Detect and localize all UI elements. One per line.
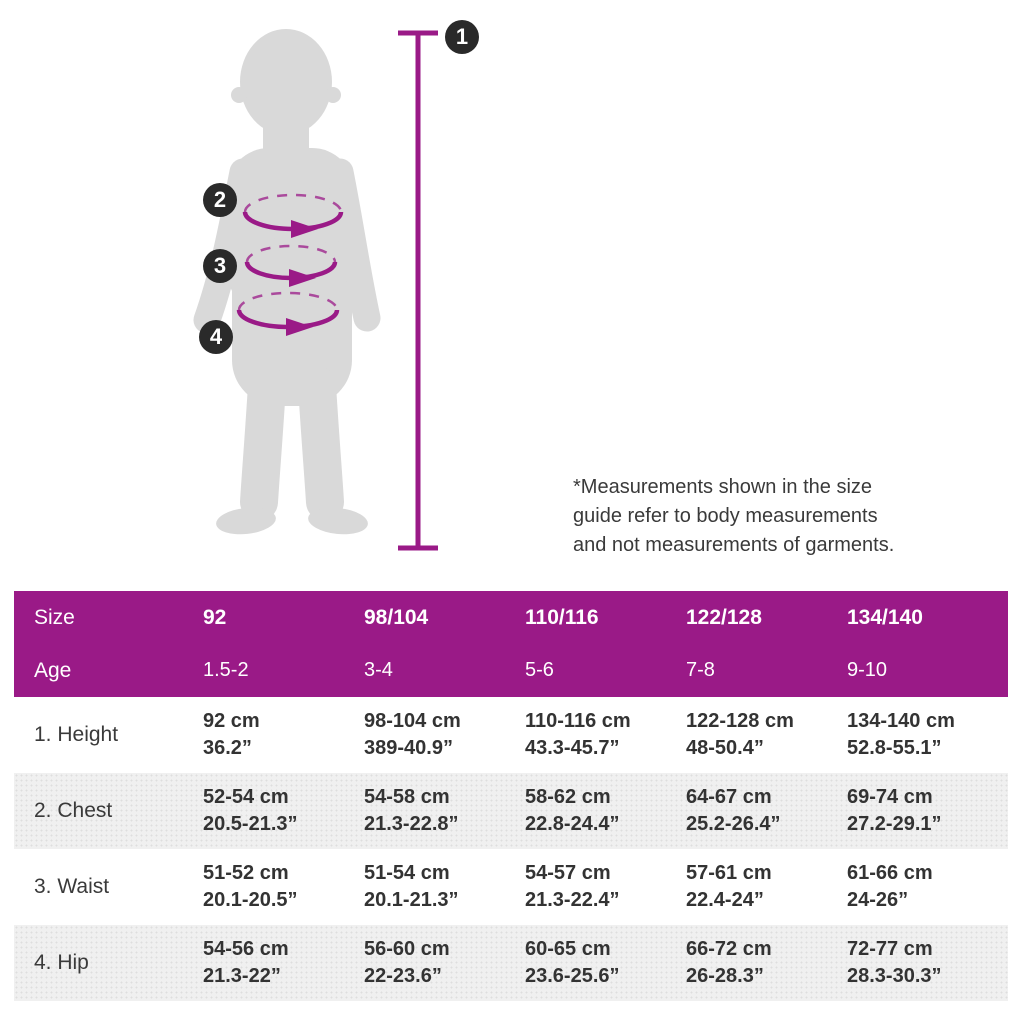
table-cell: 66-72 cm 26-28.3”: [686, 938, 772, 987]
table-cell: 51-54 cm 20.1-21.3”: [364, 862, 459, 911]
size-table: Size 92 98/104 110/116 122/128 134/140 A…: [14, 591, 1008, 1001]
table-cell: 52-54 cm 20.5-21.3”: [203, 786, 298, 835]
row-label: 1. Height: [34, 723, 119, 746]
table-cell: 122-128 cm 48-50.4”: [686, 710, 794, 759]
table-row-waist: 3. Waist 51-52 cm 20.1-20.5” 51-54 cm 20.1…: [14, 849, 1008, 925]
measurement-figure: [193, 29, 438, 551]
table-cell: 134-140 cm 52.8-55.1”: [847, 710, 955, 759]
table-cell: 110-116 cm 43.3-45.7”: [525, 710, 631, 759]
row-label: 2. Chest: [34, 799, 113, 822]
age-col-value: 3-4: [364, 659, 393, 681]
size-row-label: Size: [34, 605, 75, 629]
table-row-chest: 2. Chest 52-54 cm 20.5-21.3” 54-58 cm 21.3…: [14, 773, 1008, 849]
hip-girth-ellipse: [236, 291, 340, 336]
table-cell: 60-65 cm 23.6-25.6”: [525, 938, 620, 987]
table-cell: 58-62 cm 22.8-24.4”: [525, 786, 620, 835]
table-row-height: 1. Height 92 cm 36.2” 98-104 cm 389-40.9” …: [14, 697, 1008, 773]
table-header: Size 92 98/104 110/116 122/128 134/140 A…: [14, 591, 1008, 697]
marker-badge-waist: 3: [203, 249, 237, 283]
table-cell: 98-104 cm 389-40.9”: [364, 710, 461, 759]
table-cell: 72-77 cm 28.3-30.3”: [847, 938, 942, 987]
size-col-value: 110/116: [525, 605, 599, 629]
marker-badge-hip: 4: [199, 320, 233, 354]
table-row-hip: 4. Hip 54-56 cm 21.3-22” 56-60 cm 22-23.6”…: [14, 925, 1008, 1001]
waist-girth-ellipse: [244, 244, 338, 287]
age-col-value: 7-8: [686, 659, 715, 681]
height-measure-line: [398, 30, 438, 551]
table-cell: 69-74 cm 27.2-29.1”: [847, 786, 942, 835]
size-col-value: 98/104: [364, 605, 429, 629]
disclaimer-line: *Measurements shown in the size: [573, 476, 873, 498]
disclaimer-line: guide refer to body measurements: [573, 505, 878, 527]
table-cell: 54-58 cm 21.3-22.8”: [364, 786, 459, 835]
table-cell: 92 cm 36.2”: [203, 710, 260, 759]
marker-badge-height: 1: [445, 20, 479, 54]
table-cell: 64-67 cm 25.2-26.4”: [686, 786, 781, 835]
row-label: 4. Hip: [34, 951, 89, 974]
table-cell: 54-56 cm 21.3-22”: [203, 938, 289, 987]
table-cell: 57-61 cm 22.4-24”: [686, 862, 772, 911]
child-silhouette: [193, 29, 381, 535]
chest-girth-ellipse: [242, 193, 344, 238]
disclaimer-line: and not measurements of garments.: [573, 534, 895, 556]
disclaimer-note: *Measurements shown in the size guide re…: [573, 473, 973, 560]
table-cell: 51-52 cm 20.1-20.5”: [203, 862, 298, 911]
marker-badge-chest: 2: [203, 183, 237, 217]
table-cell: 56-60 cm 22-23.6”: [364, 938, 450, 987]
size-col-value: 92: [203, 605, 227, 629]
age-row-label: Age: [34, 658, 72, 682]
age-col-value: 9-10: [847, 659, 888, 681]
table-cell: 61-66 cm 24-26”: [847, 862, 933, 911]
age-col-value: 5-6: [525, 659, 554, 681]
size-col-value: 134/140: [847, 605, 923, 629]
table-cell: 54-57 cm 21.3-22.4”: [525, 862, 620, 911]
row-label: 3. Waist: [34, 875, 110, 898]
size-col-value: 122/128: [686, 605, 762, 629]
age-col-value: 1.5-2: [203, 659, 249, 681]
